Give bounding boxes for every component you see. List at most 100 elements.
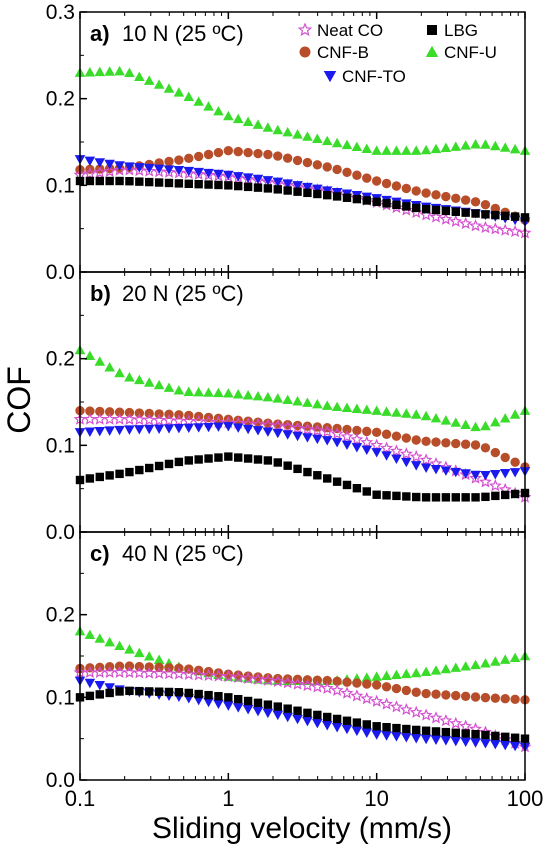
data-point bbox=[360, 435, 374, 448]
data-point bbox=[440, 663, 452, 674]
data-point bbox=[440, 736, 452, 746]
data-point bbox=[84, 67, 96, 77]
data-point bbox=[370, 694, 384, 707]
data-point bbox=[361, 404, 373, 414]
data-point bbox=[480, 470, 491, 481]
data-point bbox=[114, 65, 125, 76]
legend-label: CNF-TO bbox=[342, 67, 406, 86]
data-point bbox=[509, 409, 521, 419]
data-point bbox=[114, 640, 125, 651]
data-point bbox=[382, 199, 391, 208]
data-point bbox=[321, 400, 333, 410]
data-point bbox=[303, 708, 312, 718]
data-point bbox=[431, 437, 441, 447]
data-point bbox=[510, 733, 520, 742]
data-point bbox=[370, 438, 384, 451]
data-point bbox=[135, 177, 144, 186]
data-point bbox=[341, 724, 353, 735]
data-point bbox=[153, 164, 165, 175]
data-point bbox=[352, 425, 362, 436]
data-point bbox=[104, 426, 115, 436]
data-point bbox=[312, 398, 323, 409]
data-point bbox=[125, 467, 134, 477]
y-tick-label: 0.2 bbox=[46, 348, 75, 371]
data-point bbox=[508, 224, 522, 238]
data-point bbox=[281, 420, 295, 433]
data-point bbox=[441, 438, 451, 448]
data-point bbox=[371, 448, 382, 458]
data-point bbox=[499, 654, 511, 664]
data-point bbox=[173, 87, 185, 97]
data-point bbox=[95, 690, 104, 699]
data-point bbox=[193, 151, 204, 162]
data-point bbox=[262, 708, 274, 719]
data-point bbox=[113, 412, 126, 425]
data-point bbox=[124, 67, 135, 78]
data-point bbox=[145, 463, 154, 473]
data-point bbox=[459, 216, 473, 230]
series-lbg bbox=[75, 452, 530, 502]
legend-marker bbox=[323, 71, 337, 83]
data-point bbox=[223, 414, 234, 425]
data-point bbox=[362, 426, 372, 437]
data-point bbox=[303, 467, 312, 477]
data-point bbox=[450, 736, 462, 747]
data-point bbox=[84, 629, 96, 640]
y-tick-label: 0.0 bbox=[46, 769, 75, 792]
data-point bbox=[203, 149, 214, 160]
data-point bbox=[313, 471, 322, 480]
data-point bbox=[272, 393, 284, 403]
data-point bbox=[243, 454, 253, 463]
data-point bbox=[194, 689, 203, 699]
data-point bbox=[362, 720, 371, 729]
data-point bbox=[480, 139, 491, 149]
data-point bbox=[391, 669, 402, 680]
y-tick-label: 0.0 bbox=[46, 521, 75, 544]
data-point bbox=[362, 487, 371, 496]
data-point bbox=[273, 702, 282, 711]
data-point bbox=[401, 433, 412, 443]
data-point bbox=[488, 222, 502, 235]
data-point bbox=[303, 188, 312, 198]
data-point bbox=[440, 415, 452, 425]
data-point bbox=[132, 163, 146, 177]
data-point bbox=[224, 181, 233, 190]
data-point bbox=[213, 147, 224, 158]
data-point bbox=[173, 423, 185, 434]
data-point bbox=[292, 396, 303, 406]
data-point bbox=[95, 176, 104, 186]
data-point bbox=[381, 670, 392, 680]
data-point bbox=[212, 669, 225, 682]
data-point bbox=[402, 492, 411, 501]
data-point bbox=[330, 427, 344, 440]
data-point bbox=[391, 431, 402, 441]
data-point bbox=[83, 665, 97, 679]
data-point bbox=[441, 191, 451, 202]
data-point bbox=[450, 417, 462, 427]
x-tick-label: 100 bbox=[507, 786, 544, 811]
data-point bbox=[83, 412, 97, 425]
data-point bbox=[164, 156, 174, 167]
data-point bbox=[232, 423, 244, 433]
data-point bbox=[421, 726, 431, 735]
data-point bbox=[163, 165, 175, 175]
data-point bbox=[224, 693, 233, 702]
legend-label: LBG bbox=[444, 21, 478, 40]
data-point bbox=[391, 145, 402, 155]
data-point bbox=[84, 678, 96, 689]
data-point bbox=[283, 704, 292, 713]
data-point bbox=[272, 124, 284, 135]
data-point bbox=[451, 193, 461, 204]
data-point bbox=[143, 424, 155, 435]
data-point bbox=[361, 672, 373, 682]
data-point bbox=[411, 186, 421, 196]
legend-marker bbox=[425, 45, 439, 57]
data-point bbox=[430, 735, 442, 745]
data-point bbox=[420, 666, 432, 677]
x-tick-label: 0.1 bbox=[65, 786, 96, 811]
data-point bbox=[401, 457, 412, 468]
data-point bbox=[104, 407, 115, 417]
data-point bbox=[510, 457, 520, 467]
data-point bbox=[469, 471, 482, 484]
data-point bbox=[410, 145, 422, 155]
